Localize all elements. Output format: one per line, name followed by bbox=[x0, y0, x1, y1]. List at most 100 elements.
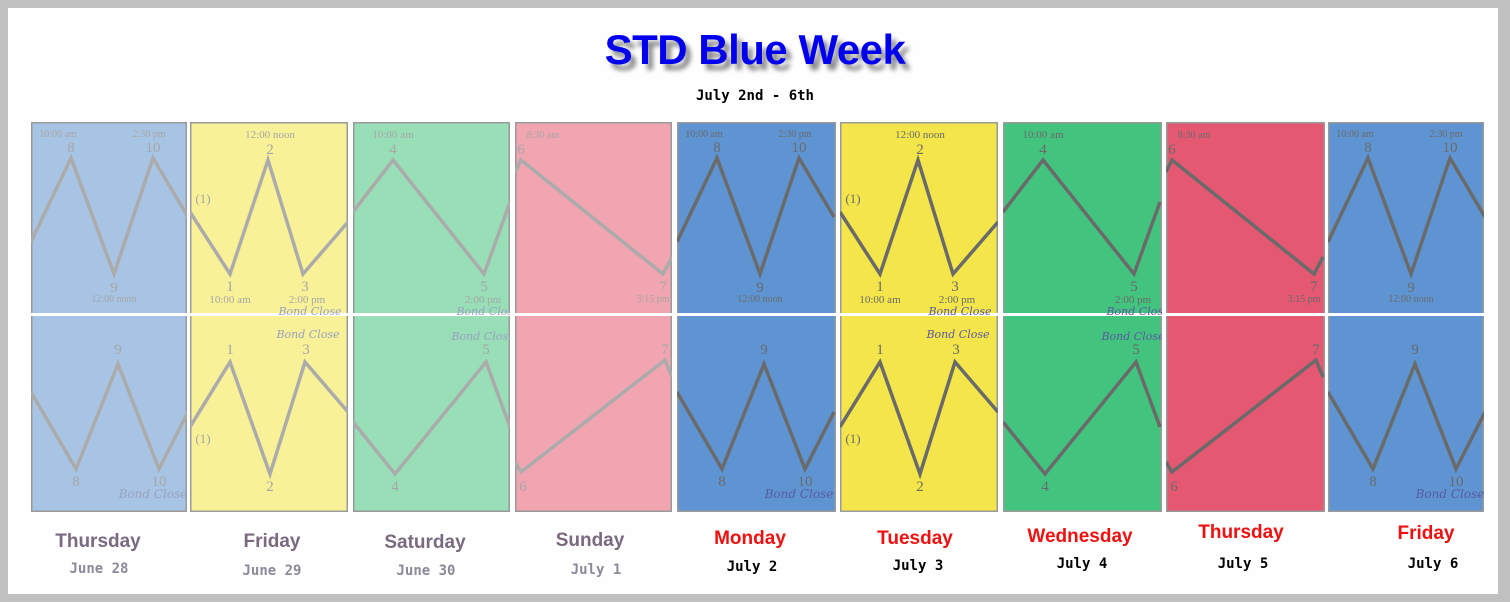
wave-line-bottom bbox=[677, 359, 836, 474]
bond-close-note: Bond Close bbox=[450, 330, 510, 343]
time-label: 10:00 am bbox=[685, 129, 723, 140]
half-divider bbox=[515, 313, 672, 316]
time-label: 8:30 am bbox=[527, 130, 560, 141]
panel-background bbox=[190, 122, 348, 512]
day-panel-monday: 10:00 am 8 2:30 pm 10 9 12:00 noon 9 8 10 Bond Cl… bbox=[677, 122, 836, 512]
day-panel-thursday: 8:30 am 6 7 3:15 pm 7 6 bbox=[1166, 122, 1325, 512]
bond-close-note: Bond Close bbox=[118, 487, 187, 501]
half-divider bbox=[353, 313, 510, 316]
time-label: 2:00 pm bbox=[1115, 294, 1152, 306]
day-label: Friday bbox=[1397, 523, 1455, 544]
point-label: 10 bbox=[152, 474, 167, 490]
point-label: 8 bbox=[1364, 140, 1372, 156]
day-panel-thursday: 10:00 am 8 2:30 pm 10 9 12:00 noon 9 8 10 Bond Cl… bbox=[31, 122, 187, 512]
point-label: 3 bbox=[301, 279, 309, 295]
time-label: 10:00 am bbox=[859, 294, 901, 306]
point-label: (1) bbox=[195, 431, 210, 446]
panel-border bbox=[353, 122, 510, 512]
time-label: 8:30 am bbox=[1178, 130, 1211, 141]
point-label: 4 bbox=[1041, 479, 1049, 495]
panel-background bbox=[840, 122, 998, 512]
wave-line-bottom bbox=[1003, 358, 1162, 477]
point-label: (1) bbox=[845, 191, 860, 206]
point-label: 3 bbox=[302, 342, 310, 358]
page-title: STD Blue Week bbox=[604, 26, 906, 73]
wave-line-bottom bbox=[31, 359, 187, 474]
day-label: Saturday bbox=[384, 532, 466, 553]
time-label: 10:00 am bbox=[372, 129, 414, 141]
point-label: 9 bbox=[760, 342, 768, 358]
point-label: 1 bbox=[226, 342, 234, 358]
half-divider bbox=[677, 313, 836, 316]
date-label: July 3 bbox=[892, 558, 944, 574]
point-label: 7 bbox=[1312, 342, 1320, 358]
point-label: 7 bbox=[1310, 279, 1318, 295]
point-label: 4 bbox=[1039, 142, 1047, 158]
time-label: 12:00 noon bbox=[1388, 294, 1433, 305]
day-label: Thursday bbox=[55, 531, 141, 552]
point-label: 5 bbox=[480, 279, 488, 295]
wave-line-bottom bbox=[190, 357, 348, 480]
point-label: 3 bbox=[951, 279, 959, 295]
point-label: 9 bbox=[114, 342, 122, 358]
panel-background bbox=[353, 122, 510, 512]
point-label: 1 bbox=[226, 279, 234, 295]
date-label: July 1 bbox=[570, 562, 622, 578]
point-label: 5 bbox=[482, 342, 490, 358]
point-label: 8 bbox=[67, 140, 75, 156]
time-label: 12:00 noon bbox=[245, 129, 295, 141]
point-label: 8 bbox=[718, 474, 726, 490]
bond-close-note: Bond Close bbox=[1105, 305, 1162, 318]
date-label: June 29 bbox=[242, 563, 302, 579]
point-label: 2 bbox=[916, 479, 924, 495]
day-label: Friday bbox=[243, 531, 301, 552]
time-label: 10:00 am bbox=[1022, 129, 1064, 141]
date-label: June 30 bbox=[396, 563, 456, 579]
bond-close-note: Bond Close bbox=[1100, 330, 1162, 343]
point-label: 10 bbox=[792, 140, 807, 156]
wave-line-top bbox=[840, 154, 998, 279]
point-label: 8 bbox=[1369, 474, 1377, 490]
half-divider bbox=[1328, 313, 1484, 316]
time-label: 10:00 am bbox=[209, 294, 251, 306]
day-label: Sunday bbox=[555, 530, 625, 551]
half-divider bbox=[31, 313, 187, 316]
point-label: 5 bbox=[1132, 342, 1140, 358]
panel-border bbox=[677, 122, 836, 512]
panel-background bbox=[31, 122, 187, 512]
panel-background bbox=[1328, 122, 1484, 512]
wave-line-bottom bbox=[1328, 359, 1484, 474]
time-label: 2:00 pm bbox=[289, 294, 326, 306]
point-label: 6 bbox=[1170, 479, 1178, 495]
point-label: 4 bbox=[389, 142, 397, 158]
day-label: Monday bbox=[714, 528, 786, 549]
half-divider bbox=[1003, 313, 1162, 316]
day-label: Wednesday bbox=[1027, 526, 1133, 547]
wave-line-bottom bbox=[515, 357, 672, 475]
wave-line-top bbox=[190, 154, 348, 279]
point-label: 8 bbox=[72, 474, 80, 490]
time-label: 3:15 pm bbox=[636, 294, 669, 305]
point-label: 7 bbox=[659, 279, 667, 295]
panel-background bbox=[515, 122, 672, 512]
point-label: 6 bbox=[519, 479, 527, 495]
wave-line-top bbox=[31, 153, 187, 280]
half-divider bbox=[1166, 313, 1325, 316]
date-label: July 5 bbox=[1217, 556, 1269, 572]
panel-border bbox=[1328, 122, 1484, 512]
panel-border bbox=[515, 122, 672, 512]
point-label: 4 bbox=[391, 479, 399, 495]
point-label: 6 bbox=[1168, 142, 1176, 158]
time-label: 2:00 pm bbox=[465, 294, 502, 306]
point-label: 2 bbox=[916, 142, 924, 158]
day-panel-sunday: 8:30 am 6 7 3:15 pm 7 6 bbox=[515, 122, 672, 512]
panel-border bbox=[190, 122, 348, 512]
panel-border bbox=[1166, 122, 1325, 512]
point-label: 9 bbox=[1407, 280, 1415, 296]
time-label: 2:00 pm bbox=[939, 294, 976, 306]
bond-close-note: Bond Close bbox=[275, 328, 340, 341]
wave-line-top bbox=[677, 153, 836, 280]
wave-line-top bbox=[515, 157, 672, 277]
